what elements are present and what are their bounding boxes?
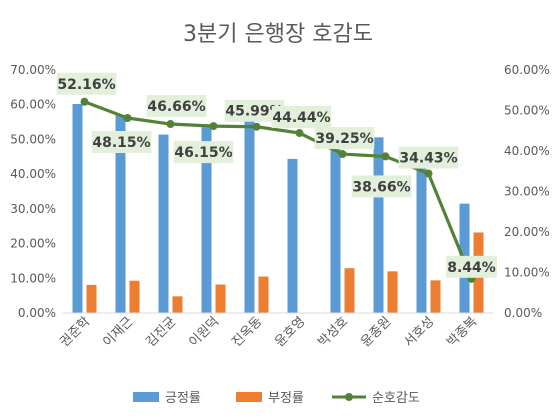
- bar-positive: [72, 104, 83, 314]
- line-point: [252, 122, 261, 131]
- line-point: [338, 150, 347, 159]
- right-tick-label: 20.00%: [504, 225, 550, 239]
- legend-label: 긍정률: [165, 391, 201, 406]
- data-label: 46.66%: [147, 99, 205, 115]
- right-axis: 0.00% 10.00% 20.00% 30.00% 40.00% 50.00% 60.00…: [504, 63, 550, 320]
- chart-title: 3분기 은행장 호감도: [183, 22, 373, 47]
- category-label: 이재근: [100, 314, 136, 350]
- line-point: [209, 122, 218, 131]
- bar-negative: [215, 284, 226, 313]
- line-point: [166, 120, 175, 129]
- right-tick-label: 0.00%: [504, 306, 542, 320]
- legend-swatch: [236, 392, 262, 402]
- bar-negative: [344, 268, 355, 313]
- line-point: [295, 129, 304, 138]
- legend: 긍정률 부정률 순호감도: [133, 391, 420, 406]
- bar-positive: [373, 137, 384, 313]
- data-label-box: [91, 130, 152, 153]
- bar-positive: [287, 158, 298, 313]
- right-tick-label: 10.00%: [504, 266, 550, 280]
- category-label: 윤호영: [272, 314, 308, 350]
- line-point: [381, 152, 390, 161]
- right-tick-label: 30.00%: [504, 185, 550, 199]
- left-tick-label: 0.00%: [18, 306, 56, 320]
- bar-negative: [430, 280, 441, 313]
- data-label-box: [271, 106, 332, 129]
- data-label-box: [314, 127, 375, 150]
- bar-negative: [172, 296, 183, 313]
- category-label: 진옥동: [229, 314, 265, 350]
- left-tick-label: 70.00%: [10, 63, 56, 77]
- bar-positive: [244, 117, 255, 313]
- bar-positive: [201, 127, 212, 314]
- data-label: 8.44%: [447, 260, 496, 276]
- bar-negative: [86, 284, 97, 313]
- right-tick-label: 60.00%: [504, 63, 550, 77]
- data-label: 44.44%: [272, 110, 330, 126]
- bar-positive: [115, 115, 126, 313]
- bar-positive: [416, 160, 427, 313]
- data-label: 48.15%: [92, 135, 150, 151]
- bar-negative: [387, 271, 398, 313]
- category-label: 서호성: [401, 314, 437, 350]
- category-label: 윤종원: [358, 314, 394, 350]
- data-label: 34.43%: [399, 151, 457, 167]
- line-point: [123, 113, 132, 122]
- left-tick-label: 10.00%: [10, 271, 56, 285]
- left-tick-label: 50.00%: [10, 132, 56, 146]
- data-label-box: [224, 99, 285, 122]
- left-axis: 0.00% 10.00% 20.00% 30.00% 40.00% 50.00% 60.00…: [10, 63, 56, 320]
- data-label-box: [173, 141, 234, 164]
- bar-positive: [330, 145, 341, 313]
- bar-negative: [129, 280, 140, 313]
- data-labels: 52.16% 48.15% 46.66% 46.15% 45.99%44.44% 39.2…: [56, 72, 497, 278]
- category-label: 권준학: [57, 314, 93, 350]
- legend-label: 순호감도: [372, 391, 420, 406]
- legend-label: 부정률: [268, 391, 304, 406]
- data-label-box: [146, 95, 207, 118]
- left-tick-label: 60.00%: [10, 98, 56, 112]
- left-tick-label: 20.00%: [10, 237, 56, 251]
- category-label: 김진균: [143, 314, 179, 350]
- data-label-box: [446, 255, 497, 278]
- right-tick-label: 50.00%: [504, 104, 550, 118]
- data-label: 52.16%: [57, 77, 115, 93]
- net-favorability-line: [83, 100, 473, 280]
- data-label-box: [351, 175, 412, 198]
- left-tick-label: 40.00%: [10, 167, 56, 181]
- data-label: 45.99%: [225, 104, 283, 120]
- data-label: 46.15%: [174, 145, 232, 161]
- bar-negative: [258, 276, 269, 313]
- legend-swatch: [133, 392, 159, 402]
- category-label: 박종복: [444, 314, 480, 350]
- legend-marker: [345, 393, 353, 401]
- line-point: [80, 97, 89, 106]
- data-label: 39.25%: [315, 131, 373, 147]
- category-labels: 권준학 이재근 김진균 이원덕 진옥동 윤호영 박성호 윤종원 서호성 박종복: [57, 314, 480, 350]
- left-tick-label: 30.00%: [10, 202, 56, 216]
- data-label-box: [398, 146, 459, 169]
- line-point: [424, 169, 433, 178]
- category-label: 이원덕: [186, 314, 222, 350]
- category-label: 박성호: [315, 314, 351, 350]
- bar-positive: [158, 134, 169, 313]
- data-label-box: [56, 72, 117, 95]
- right-tick-label: 40.00%: [504, 144, 550, 158]
- data-label: 38.66%: [352, 179, 410, 195]
